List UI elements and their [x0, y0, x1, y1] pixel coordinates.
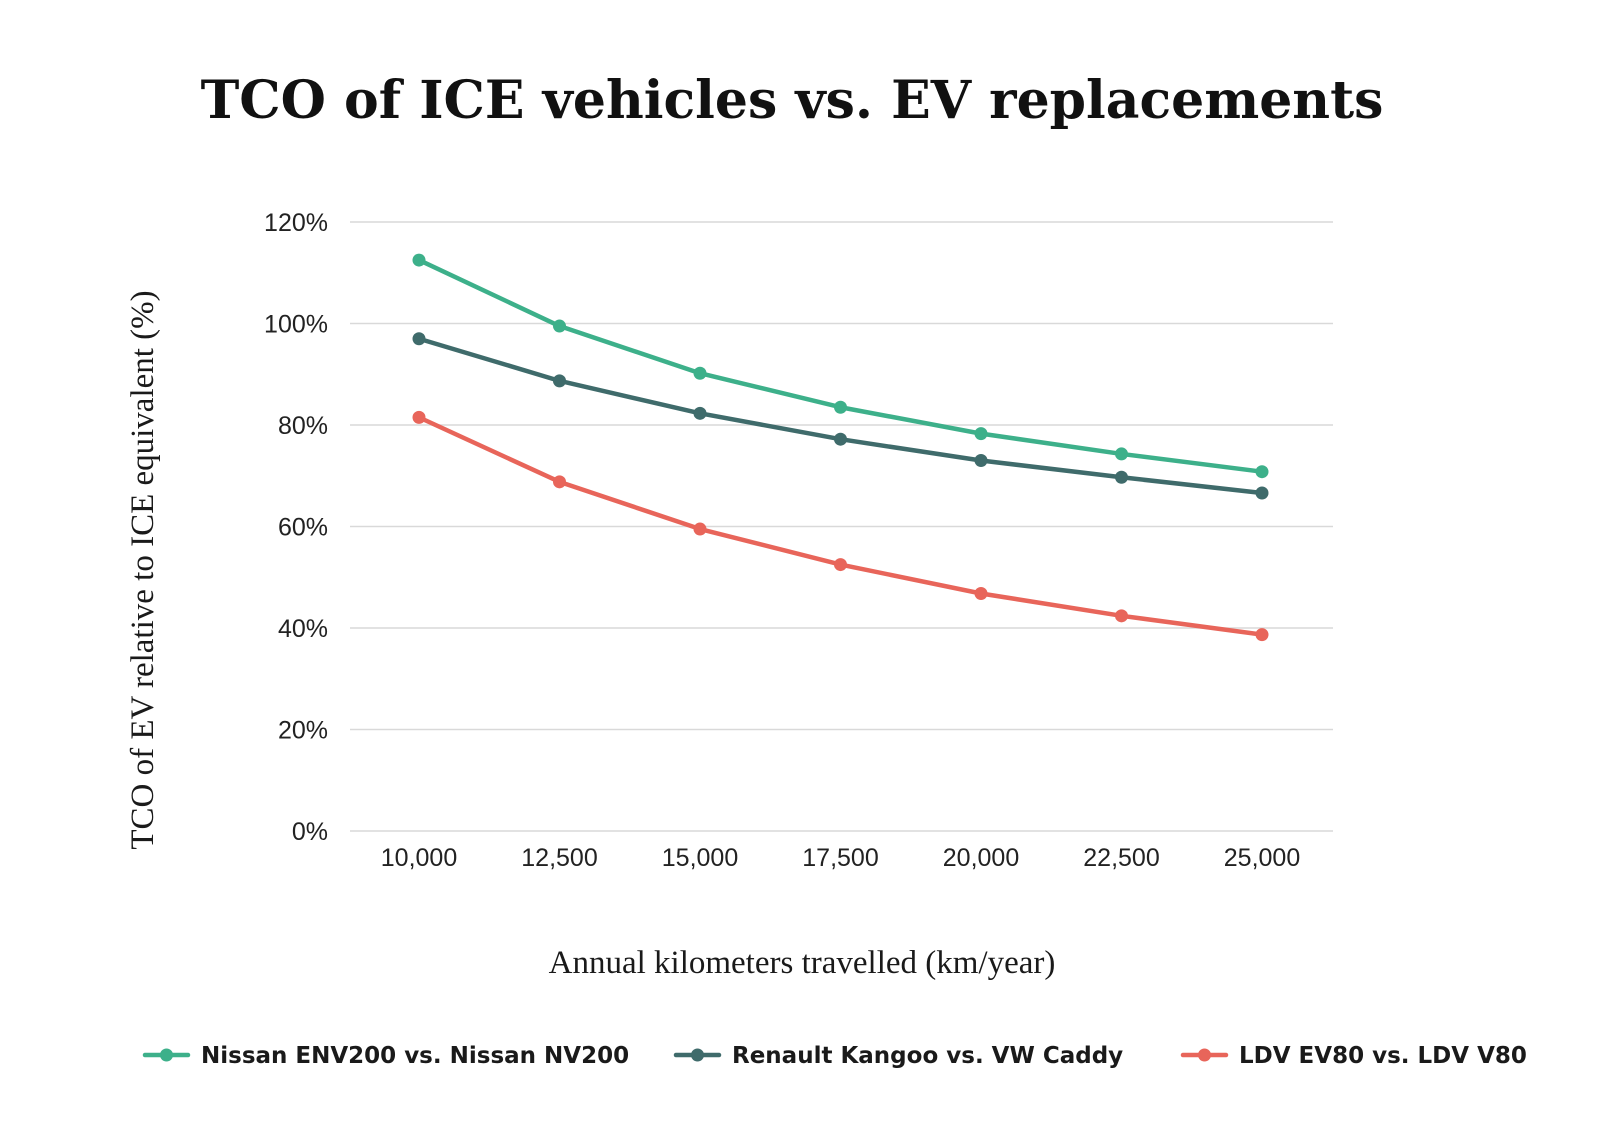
- legend-dot-marker: [1198, 1048, 1211, 1062]
- y-tick-label: 100%: [264, 311, 328, 339]
- data-point: [1115, 609, 1128, 623]
- y-axis-ticks: 0% 20% 40% 60% 80% 100% 120%: [264, 209, 328, 846]
- legend-item-1: Nissan ENV200 vs. Nissan NV200: [142, 1043, 629, 1069]
- legend-label: Nissan ENV200 vs. Nissan NV200: [201, 1043, 629, 1069]
- data-point: [1255, 628, 1269, 642]
- x-tick-label: 25,000: [1224, 844, 1300, 872]
- legend: Nissan ENV200 vs. Nissan NV200 Renault Ka…: [142, 1043, 1527, 1069]
- data-point: [834, 558, 847, 572]
- data-point: [1255, 486, 1269, 500]
- y-tick-label: 80%: [278, 412, 328, 440]
- x-tick-label: 20,000: [943, 844, 1019, 872]
- grid-lines: [350, 221, 1333, 832]
- data-point: [412, 253, 426, 267]
- x-axis-label: Annual kilometers travelled (km/year): [549, 945, 1056, 981]
- data-point: [974, 427, 988, 441]
- y-axis-label: TCO of EV relative to ICE equivalent (%): [125, 290, 161, 849]
- data-point: [974, 586, 988, 600]
- data-point: [1255, 465, 1269, 479]
- legend-dot-marker: [160, 1048, 173, 1062]
- data-point: [693, 522, 707, 536]
- data-point: [1115, 470, 1128, 484]
- series-2: [412, 332, 1269, 500]
- data-point: [693, 406, 707, 420]
- data-point: [974, 454, 988, 468]
- x-axis-ticks: 10,000 12,500 15,000 17,500 20,000 22,500 25,0…: [381, 844, 1300, 872]
- x-tick-label: 12,500: [521, 844, 597, 872]
- data-point: [412, 332, 426, 346]
- y-tick-label: 120%: [264, 209, 328, 237]
- legend-item-2: Renault Kangoo vs. VW Caddy: [673, 1043, 1123, 1069]
- data-point: [553, 475, 566, 489]
- x-tick-label: 10,000: [381, 844, 457, 872]
- data-point: [553, 374, 566, 388]
- series-lines: [412, 253, 1269, 642]
- x-tick-label: 22,500: [1083, 844, 1159, 872]
- data-point: [834, 400, 847, 414]
- x-tick-label: 15,000: [662, 844, 738, 872]
- legend-dot-marker: [691, 1048, 704, 1062]
- data-point: [834, 432, 847, 446]
- y-tick-label: 40%: [278, 615, 328, 643]
- y-tick-label: 60%: [278, 514, 328, 542]
- chart-title: TCO of ICE vehicles vs. EV replacements: [201, 70, 1384, 131]
- x-tick-label: 17,500: [802, 844, 878, 872]
- legend-item-3: LDV EV80 vs. LDV V80: [1180, 1043, 1527, 1069]
- series-3: [412, 410, 1269, 642]
- y-tick-label: 0%: [292, 818, 328, 846]
- data-point: [553, 319, 566, 333]
- series-1: [412, 253, 1269, 479]
- data-point: [693, 366, 707, 380]
- series-line: [416, 336, 1265, 496]
- legend-label: Renault Kangoo vs. VW Caddy: [732, 1043, 1123, 1069]
- y-tick-label: 20%: [278, 717, 328, 745]
- legend-label: LDV EV80 vs. LDV V80: [1239, 1043, 1527, 1069]
- data-point: [1115, 447, 1128, 461]
- data-point: [412, 410, 426, 424]
